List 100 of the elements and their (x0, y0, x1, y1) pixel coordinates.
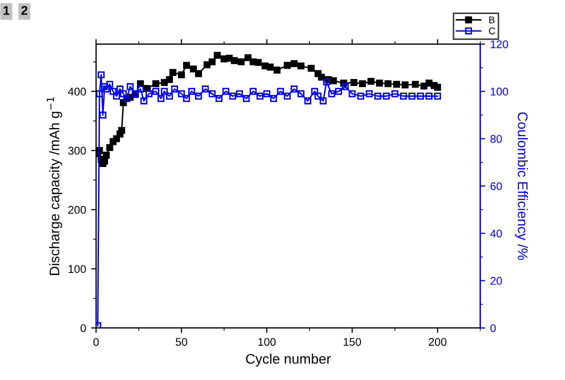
y2-tick-label: 100 (490, 88, 508, 96)
point (308, 64, 315, 72)
point (263, 90, 270, 98)
x-tick-label: 0 (93, 338, 99, 346)
point (216, 95, 222, 102)
point (318, 74, 325, 81)
point (222, 88, 230, 95)
point (290, 60, 298, 68)
point (195, 70, 202, 78)
y-tick-label: 400 (68, 88, 86, 96)
point (330, 77, 337, 84)
x-tick-label: 200 (428, 338, 446, 346)
point (183, 62, 190, 69)
point (208, 90, 216, 98)
point (244, 54, 252, 62)
point (400, 92, 407, 100)
point (417, 92, 424, 100)
point (102, 86, 110, 92)
y2-tick-label: 80 (490, 134, 502, 143)
point (412, 80, 419, 88)
point (202, 86, 209, 92)
point (120, 90, 127, 98)
point (208, 58, 216, 66)
x-tick-label: 100 (258, 338, 276, 346)
point (328, 90, 336, 98)
point (304, 97, 312, 104)
point (126, 83, 134, 90)
point (106, 80, 114, 88)
point (98, 71, 105, 78)
point (384, 80, 392, 88)
point (236, 90, 243, 98)
point (214, 52, 221, 59)
point (110, 88, 117, 95)
point (242, 95, 250, 102)
legend-label: C (488, 27, 496, 34)
point (195, 92, 202, 100)
point (254, 58, 262, 66)
point (320, 97, 327, 104)
point (408, 92, 416, 100)
legend-label: B (489, 16, 494, 24)
point (188, 88, 196, 95)
point (140, 97, 148, 104)
y-tick-label: 0 (80, 324, 86, 332)
point (297, 90, 304, 98)
point (367, 78, 374, 85)
point (152, 88, 160, 95)
point (350, 79, 358, 86)
point (136, 86, 144, 92)
point (297, 62, 304, 70)
text: 1 (4, 6, 10, 15)
point (106, 144, 114, 152)
point (118, 126, 126, 134)
point (157, 95, 164, 102)
point (160, 88, 168, 95)
point (426, 92, 432, 100)
point (256, 92, 264, 100)
point (276, 88, 284, 95)
point (190, 65, 197, 72)
point (113, 92, 120, 100)
point (116, 86, 124, 92)
point (270, 95, 278, 102)
y2-tick-label: 40 (490, 230, 502, 238)
point (391, 90, 398, 98)
point (171, 86, 178, 92)
point (314, 92, 322, 100)
point (376, 80, 383, 87)
point (382, 92, 390, 100)
point (152, 80, 160, 88)
point (169, 68, 176, 76)
point (284, 92, 291, 100)
point (250, 88, 257, 95)
point (290, 86, 298, 92)
point (178, 71, 185, 78)
point (311, 88, 318, 95)
point (166, 76, 173, 84)
y2-tick-label: 120 (490, 40, 508, 48)
y-tick-label: 100 (68, 265, 86, 273)
point (402, 81, 409, 88)
point (99, 112, 106, 119)
y2-tick-label: 20 (490, 276, 502, 285)
y2-tick-label: 0 (490, 324, 496, 332)
x-tick-label: 50 (176, 338, 188, 346)
point (238, 58, 245, 66)
point (348, 90, 356, 98)
point (102, 152, 110, 159)
x-axis-title: Cycle number (246, 354, 331, 367)
point (358, 80, 366, 88)
point (335, 88, 342, 95)
text: 2 (21, 6, 28, 15)
point (96, 90, 103, 98)
y-axis-title: Discharge capacity /mAh g$^{−1}$ (46, 97, 62, 275)
y-tick-label: 300 (68, 146, 86, 155)
point (166, 92, 173, 100)
y2-tick-label: 60 (490, 182, 502, 190)
y-tick-label: 200 (68, 206, 86, 214)
point (146, 90, 152, 98)
x-tick-label: 150 (344, 338, 362, 346)
point (274, 66, 281, 74)
point (266, 64, 274, 71)
point (366, 90, 373, 98)
